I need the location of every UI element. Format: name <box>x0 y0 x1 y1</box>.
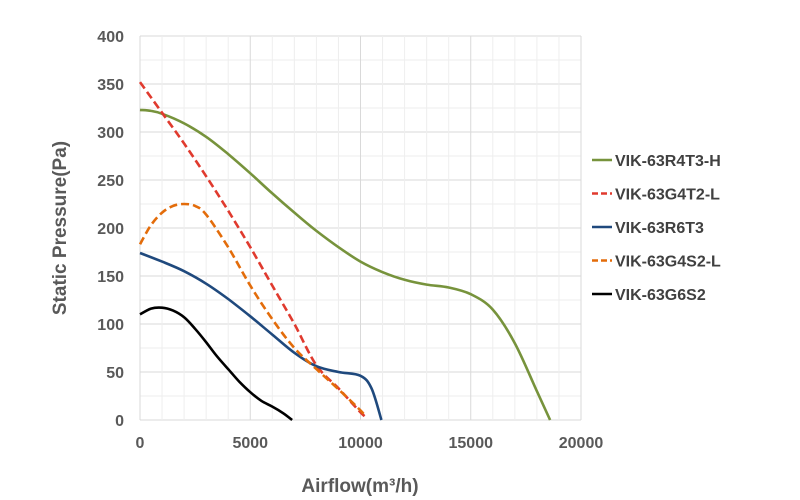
y-tick-label: 150 <box>97 269 124 286</box>
series-line-3 <box>139 251 383 421</box>
x-tick-label: 10000 <box>338 435 383 452</box>
y-tick-label: 250 <box>97 173 124 190</box>
x-tick-label: 5000 <box>232 435 268 452</box>
axis-ticks: 0 50 100 150 200 250 300 350 400 0 5000 10000 15000 2… <box>97 29 603 452</box>
chart-grid <box>139 35 582 421</box>
chart-legend: VIK-63R4T3-H VIK-63G4T2-L VIK-63R6T3 VIK-63… <box>592 153 721 304</box>
y-tick-label: 0 <box>115 413 124 430</box>
series-line-2 <box>138 81 368 420</box>
series-line-5 <box>139 306 293 422</box>
y-tick-label: 300 <box>97 125 124 142</box>
x-tick-label: 20000 <box>559 435 604 452</box>
y-tick-label: 50 <box>106 365 124 382</box>
legend-label: VIK-63R6T3 <box>615 220 704 237</box>
series-line-1 <box>139 108 552 421</box>
y-tick-label: 400 <box>97 29 124 46</box>
series-line-4 <box>138 202 367 417</box>
x-tick-label: 15000 <box>449 435 494 452</box>
legend-label: VIK-63G4T2-L <box>615 187 720 204</box>
series-layer <box>138 81 552 422</box>
legend-label: VIK-63G4S2-L <box>615 254 721 271</box>
x-axis-title: Airflow(m³/h) <box>301 476 418 497</box>
y-axis-title: Static Pressure(Pa) <box>50 141 71 315</box>
y-tick-label: 100 <box>97 317 124 334</box>
y-tick-label: 350 <box>97 77 124 94</box>
legend-label: VIK-63R4T3-H <box>615 153 721 170</box>
x-tick-label: 0 <box>136 435 145 452</box>
legend-label: VIK-63G6S2 <box>615 287 706 304</box>
y-tick-label: 200 <box>97 221 124 238</box>
